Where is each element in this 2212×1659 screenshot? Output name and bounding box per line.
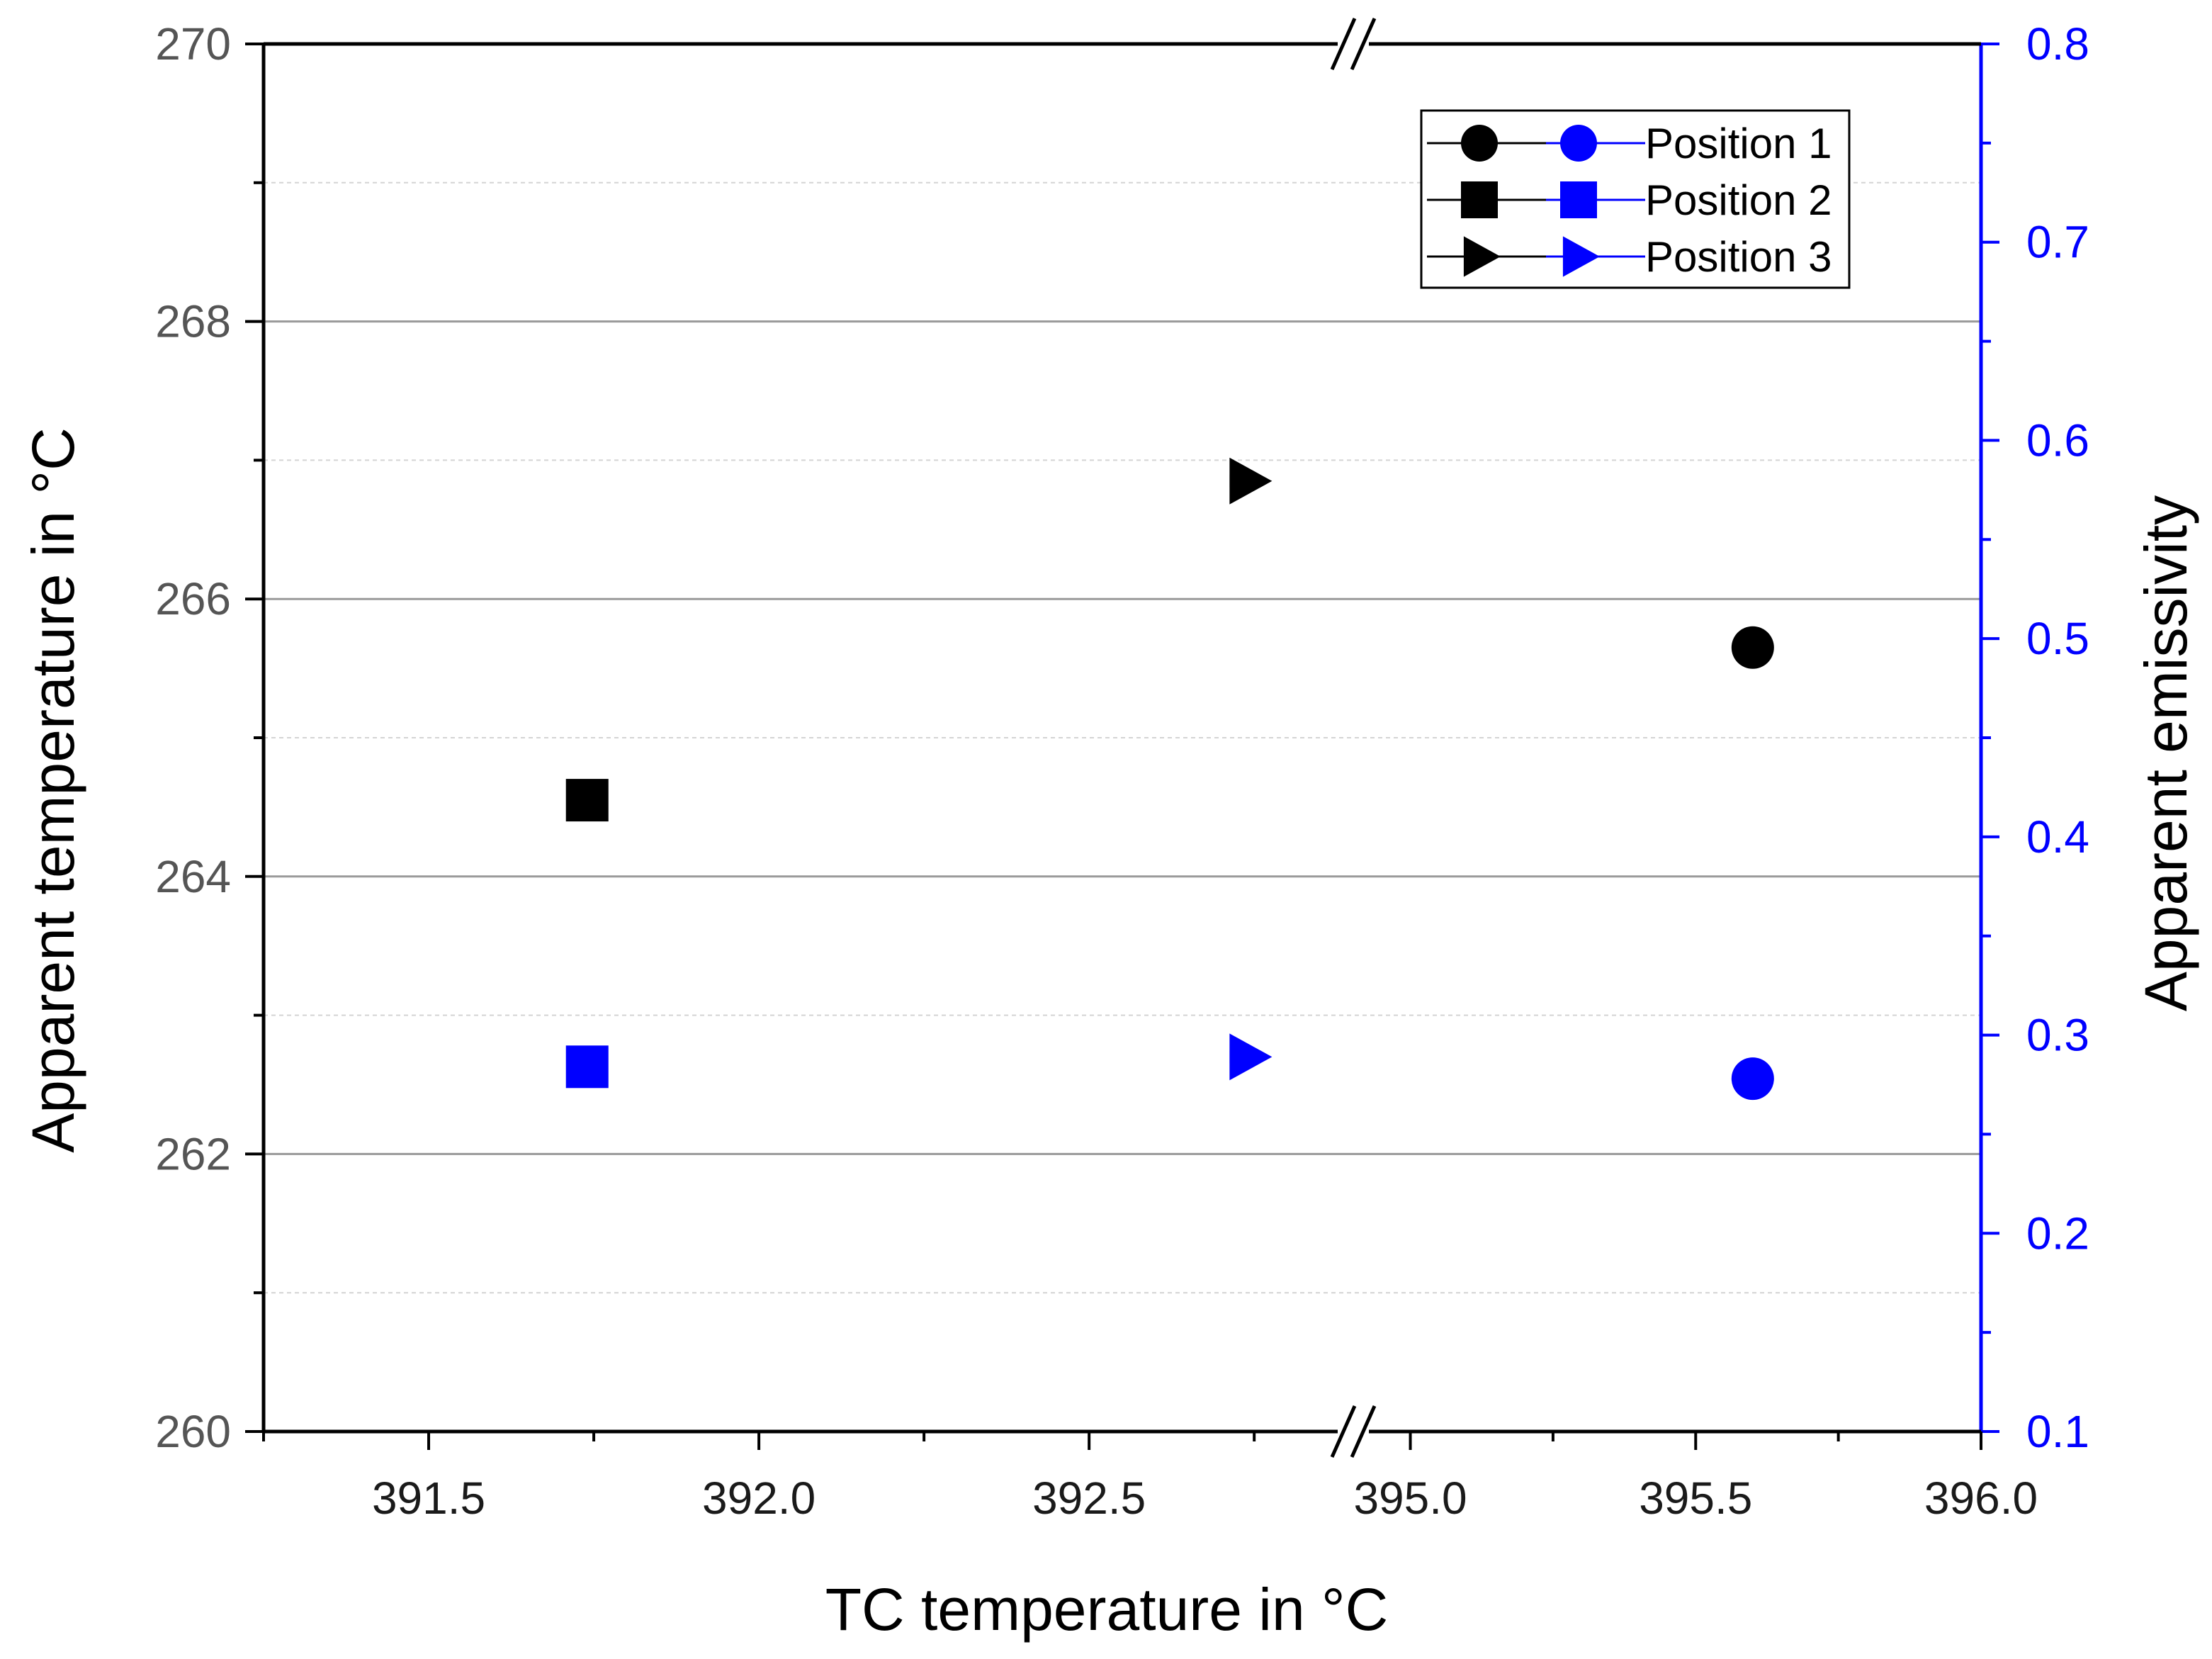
legend-marker-black	[1461, 181, 1498, 218]
grid	[264, 181, 1981, 1294]
y-right-tick-label: 0.3	[2026, 1010, 2089, 1061]
y-left-tick-label: 262	[155, 1128, 231, 1179]
x-tick-label: 395.5	[1639, 1473, 1752, 1524]
y-left-tick-label: 266	[155, 573, 231, 624]
y-left-tick-label: 268	[155, 296, 231, 347]
y-axis-left-title: Apparent temperature in °C	[20, 427, 86, 1152]
y-left-tick-label: 270	[155, 18, 231, 69]
y-left-tick-label: 260	[155, 1406, 231, 1457]
legend-label: Position 3	[1645, 233, 1832, 281]
data-point-position-3-right	[1229, 1033, 1273, 1081]
y-right-tick-label: 0.2	[2026, 1208, 2089, 1259]
x-tick-label: 392.0	[702, 1473, 816, 1524]
axis-break-mark	[1350, 1405, 1377, 1458]
ticks: 260 262 264 266 268 270 0.1 0.2 0.3 0.4 0.5 0.6 0.7 0…	[155, 18, 2089, 1524]
y-right-tick-label: 0.8	[2026, 18, 2089, 69]
data-point-position-2-right	[565, 1045, 609, 1089]
legend: Position 1 Position 2 Position 3	[1420, 109, 1851, 289]
y-right-tick-label: 0.4	[2026, 811, 2089, 862]
data-point-position-2-left	[565, 779, 609, 822]
legend-marker-blue	[1562, 236, 1600, 277]
x-tick-label: 392.5	[1032, 1473, 1146, 1524]
legend-label: Position 1	[1645, 120, 1832, 167]
x-tick-label: 391.5	[372, 1473, 485, 1524]
y-right-tick-label: 0.1	[2026, 1406, 2089, 1457]
legend-marker-blue	[1560, 181, 1597, 218]
legend-marker-blue	[1560, 125, 1597, 162]
axis-break-mark	[1350, 17, 1377, 71]
data-marks	[565, 457, 1774, 1101]
y-right-tick-label: 0.7	[2026, 217, 2089, 268]
data-point-position-3-left	[1229, 457, 1273, 505]
axis-break-mark	[1330, 17, 1357, 71]
data-point-position-1-right	[1731, 1057, 1774, 1101]
x-axis-title: TC temperature in °C	[825, 1576, 1389, 1643]
legend-label: Position 2	[1645, 176, 1832, 224]
axis-break-mark	[1330, 1405, 1357, 1458]
x-tick-label: 396.0	[1924, 1473, 2038, 1524]
y-right-tick-label: 0.5	[2026, 613, 2089, 664]
x-tick-label: 395.0	[1353, 1473, 1467, 1524]
data-point-position-1-left	[1731, 626, 1774, 669]
y-left-tick-label: 264	[155, 851, 231, 902]
y-axis-right-title: Apparent emissivity	[2133, 495, 2199, 1011]
legend-marker-black	[1463, 236, 1501, 277]
y-right-tick-label: 0.6	[2026, 415, 2089, 466]
legend-marker-black	[1461, 125, 1498, 162]
